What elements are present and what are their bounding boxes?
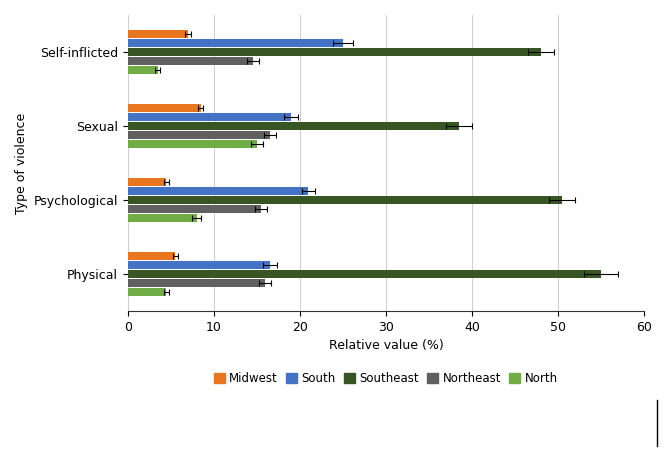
Bar [128,57,253,65]
Legend: Midwest, South, Southeast, Northeast, North: Midwest, South, Southeast, Northeast, No… [209,367,563,390]
Bar [128,48,541,56]
Bar [128,104,201,112]
Bar [128,131,269,139]
Bar [128,261,269,269]
Bar [128,214,197,222]
X-axis label: Relative value (%): Relative value (%) [329,339,444,353]
Bar [128,122,459,130]
Y-axis label: Type of violence: Type of violence [15,112,28,214]
Bar [128,39,343,47]
Bar [128,196,562,204]
Bar [128,66,158,74]
Bar [128,113,291,121]
Bar [128,187,308,195]
Bar [128,178,167,186]
Bar [128,270,601,278]
Bar [128,253,175,260]
Bar [128,279,265,287]
Bar [128,288,167,296]
Bar [128,30,188,38]
Bar [128,205,261,213]
Bar [128,140,257,148]
